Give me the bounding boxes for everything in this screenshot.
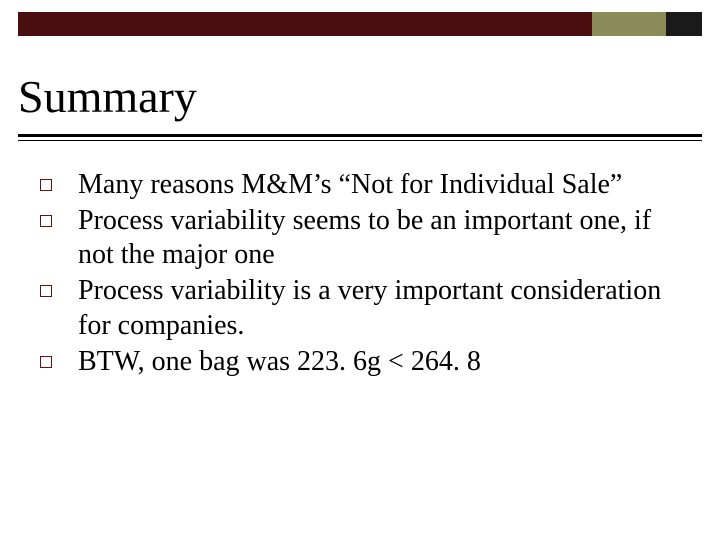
title-underline-thick [18, 134, 702, 137]
list-item: BTW, one bag was 223. 6g < 264. 8 [40, 345, 680, 379]
title-underline-thin [18, 140, 702, 141]
decorative-top-bar [18, 12, 702, 36]
slide-title: Summary [18, 70, 197, 123]
bullet-text: Process variability is a very important … [78, 274, 680, 342]
square-bullet-icon [40, 285, 52, 297]
top-bar-segment-olive [592, 12, 666, 36]
square-bullet-icon [40, 179, 52, 191]
list-item: Process variability seems to be an impor… [40, 204, 680, 272]
top-bar-segment-dark [666, 12, 702, 36]
bullet-text: BTW, one bag was 223. 6g < 264. 8 [78, 345, 481, 379]
list-item: Process variability is a very important … [40, 274, 680, 342]
top-bar-segment-maroon [18, 12, 592, 36]
list-item: Many reasons M&M’s “Not for Individual S… [40, 168, 680, 202]
square-bullet-icon [40, 356, 52, 368]
bullet-list: Many reasons M&M’s “Not for Individual S… [40, 168, 680, 381]
bullet-text: Many reasons M&M’s “Not for Individual S… [78, 168, 622, 202]
square-bullet-icon [40, 215, 52, 227]
bullet-text: Process variability seems to be an impor… [78, 204, 680, 272]
